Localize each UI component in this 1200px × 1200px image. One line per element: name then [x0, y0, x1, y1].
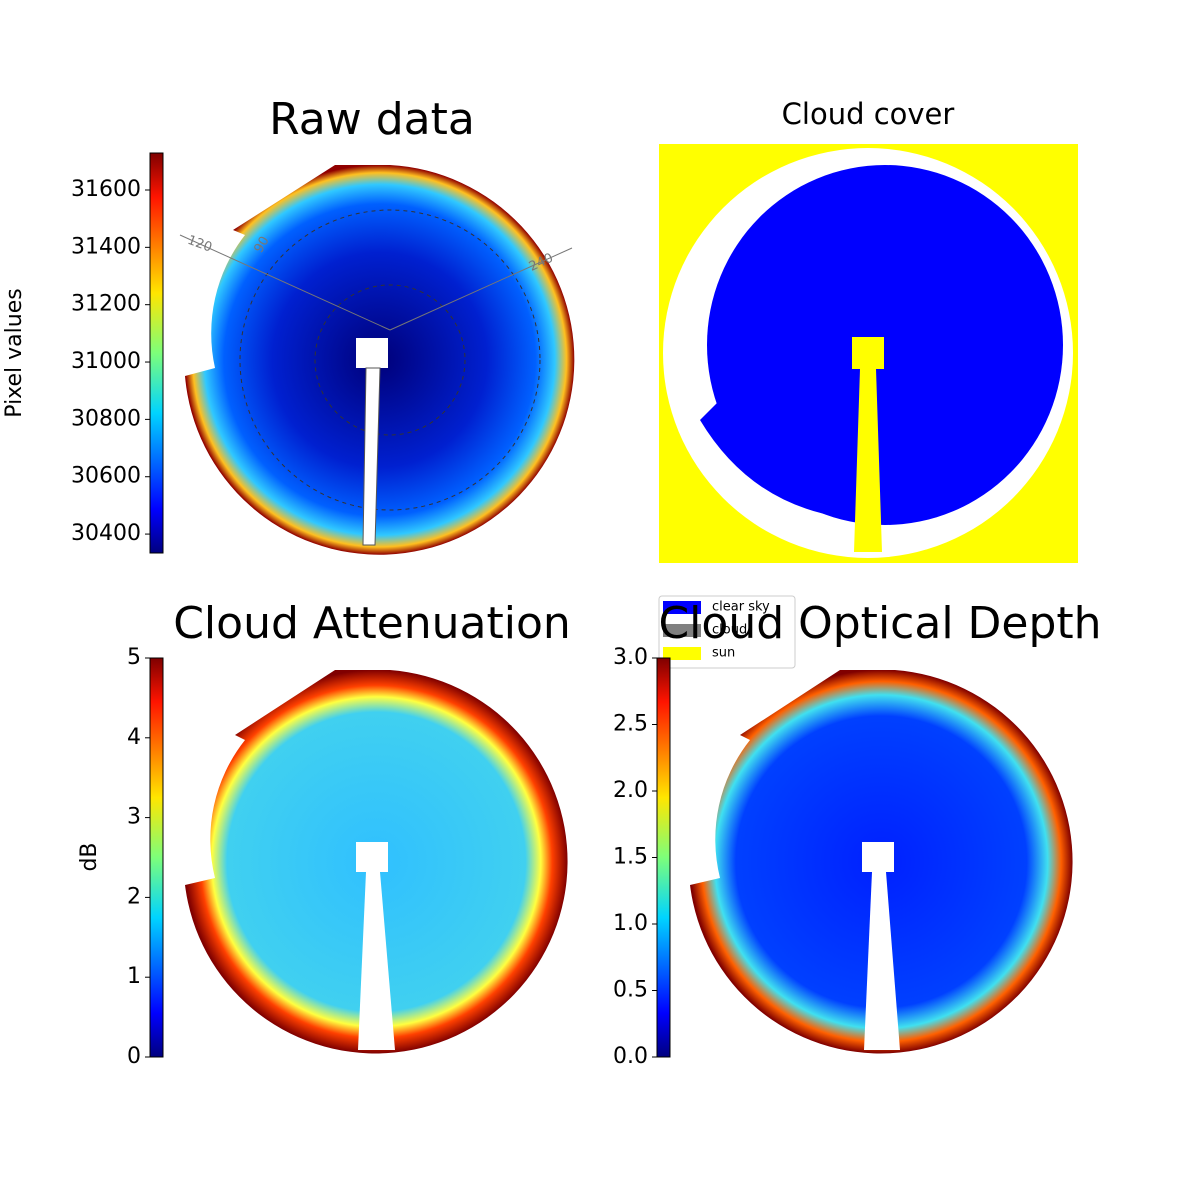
colorbar-tick-label: 2	[127, 884, 141, 909]
legend-label: clear sky	[712, 600, 770, 615]
cloud-cover-image	[659, 144, 1078, 563]
colorbar-tick-label: 30600	[71, 464, 141, 489]
colorbar	[656, 657, 671, 1058]
legend-label: cloud	[712, 623, 747, 638]
optical-depth-image	[690, 670, 1073, 1054]
panel-title: Cloud cover	[782, 97, 955, 131]
colorbar-tick-label: 0	[127, 1044, 141, 1069]
colorbar-tick-label: 31400	[71, 234, 141, 259]
colorbar-tick-label: 31600	[71, 177, 141, 202]
colorbar-tick-label: 0.5	[613, 978, 648, 1003]
colorbar-tick-label: 4	[127, 725, 141, 750]
panel-title: Cloud Attenuation	[173, 598, 571, 649]
colorbar-tick-label: 1.0	[613, 911, 648, 936]
colorbar-tick-label: 1.5	[613, 845, 648, 870]
colorbar-tick-label: 2.0	[613, 778, 648, 803]
polar-label: 120	[185, 233, 213, 256]
colorbar-tick-label: 30800	[71, 406, 141, 431]
colorbar-tick-label: 1	[127, 964, 141, 989]
colorbar-tick-label: 3	[127, 805, 141, 830]
colorbar-label: Pixel values	[2, 288, 27, 417]
colorbar-tick-label: 2.5	[613, 712, 648, 737]
attenuation-image	[185, 670, 568, 1054]
legend-label: sun	[712, 646, 735, 661]
colorbar-tick-label: 0.0	[613, 1044, 648, 1069]
colorbar-tick-label: 3.0	[613, 645, 648, 670]
colorbar-tick-label: 5	[127, 645, 141, 670]
panel-title: Cloud Optical Depth	[658, 598, 1101, 649]
raw-image	[179, 165, 575, 555]
colorbar-label: dB	[77, 842, 102, 871]
colorbar-tick-label: 30400	[71, 521, 141, 546]
legend-swatch	[663, 624, 701, 637]
panel-title: Raw data	[269, 94, 475, 145]
colorbar-tick-label: 31200	[71, 292, 141, 317]
legend-swatch	[663, 601, 701, 614]
colorbar	[149, 657, 164, 1058]
colorbar	[149, 152, 164, 554]
polar-label: 90	[252, 234, 273, 256]
colorbar-tick-label: 31000	[71, 349, 141, 374]
legend-swatch	[663, 647, 701, 660]
